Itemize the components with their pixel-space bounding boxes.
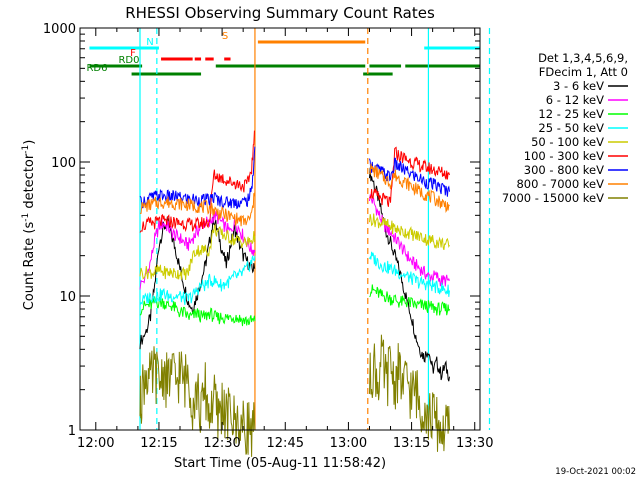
- series-line: [369, 251, 450, 297]
- x-tick-label: 12:15: [140, 436, 177, 451]
- series-line: [139, 146, 256, 210]
- y-tick-label: 1: [68, 424, 76, 439]
- series-line: [139, 255, 256, 306]
- flag-label-rd6: RD6: [86, 63, 107, 74]
- legend-entry-label: 50 - 100 keV: [531, 135, 604, 149]
- series-line: [139, 346, 256, 457]
- legend-entry-label: 100 - 300 keV: [524, 149, 604, 163]
- flag-label-n: N: [146, 37, 153, 48]
- legend-entry-label: 7000 - 15000 keV: [502, 191, 604, 205]
- legend-entry-label: 300 - 800 keV: [524, 163, 604, 177]
- footer-timestamp: 19-Oct-2021 00:02: [555, 467, 636, 477]
- legend-entry-label: 6 - 12 keV: [546, 93, 604, 107]
- y-tick-label: 10: [59, 290, 76, 305]
- series-line: [139, 223, 256, 281]
- series-line: [139, 130, 255, 233]
- x-tick-label: 12:30: [203, 436, 240, 451]
- legend: Det 1,3,4,5,6,9, FDecim 1, Att 0 3 - 6 k…: [502, 51, 628, 205]
- x-tick-label: 13:00: [330, 436, 367, 451]
- legend-header-detectors: Det 1,3,4,5,6,9,: [538, 51, 628, 65]
- series-lines: [139, 130, 450, 457]
- y-label-end: ): [22, 140, 37, 145]
- flag-label-rd0: RD0: [118, 55, 139, 66]
- y-axis-label: Count Rate (s-1 detector-1): [21, 140, 37, 311]
- x-tick-label: 13:15: [393, 436, 430, 451]
- legend-header-decimation: FDecim 1, Att 0: [539, 65, 628, 79]
- series-line: [369, 163, 450, 214]
- flag-label-s: S: [222, 31, 228, 42]
- flag-bars: NF S RD0 RD6: [86, 31, 480, 76]
- x-axis-label: Start Time (05-Aug-11 11:58:42): [174, 456, 386, 471]
- y-label-main: Count Rate (s: [22, 222, 37, 311]
- y-tick-label: 1000: [43, 22, 76, 37]
- series-line: [369, 213, 450, 251]
- y-tick-label: 100: [51, 156, 76, 171]
- legend-entry-label: 800 - 7000 keV: [516, 177, 604, 191]
- series-line: [369, 146, 450, 207]
- x-tick-label: 12:00: [77, 436, 114, 451]
- plot-frame: [79, 27, 481, 431]
- x-tick-label: 13:30: [456, 436, 493, 451]
- x-tick-label: 12:45: [267, 436, 304, 451]
- series-line: [369, 334, 450, 452]
- flag-label-f: F: [130, 48, 136, 59]
- legend-entry-label: 12 - 25 keV: [538, 107, 604, 121]
- series-line: [139, 191, 256, 227]
- legend-entry-label: 25 - 50 keV: [538, 121, 604, 135]
- series-line: [139, 296, 256, 327]
- axes: 12:00 12:15 12:30 12:45 13:00 13:15 13:30 1 10 10…: [43, 22, 494, 451]
- series-line: [369, 157, 450, 197]
- legend-entry-label: 3 - 6 keV: [553, 79, 604, 93]
- chart-title: RHESSI Observing Summary Count Rates: [125, 4, 435, 22]
- series-line: [369, 284, 450, 316]
- y-label-mid: detector: [22, 153, 37, 213]
- y-label-sup1: -1: [21, 213, 31, 222]
- series-line: [139, 210, 256, 290]
- y-label-sup2: -1: [21, 145, 31, 154]
